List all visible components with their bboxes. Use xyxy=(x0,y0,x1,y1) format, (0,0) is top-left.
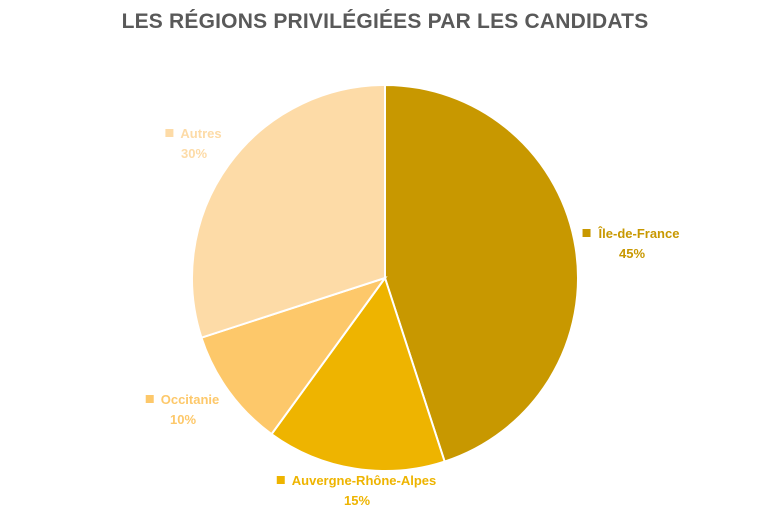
slice-name-label: Autres xyxy=(180,126,221,141)
legend-key-square xyxy=(582,229,591,237)
slice-value-label: 45% xyxy=(619,246,645,261)
pie-slice--le-de-france xyxy=(384,83,579,463)
slice-value-label: 30% xyxy=(181,146,207,161)
chart-title: LES RÉGIONS PRIVILÉGIÉES PAR LES CANDIDA… xyxy=(121,10,649,33)
slice-name-label: Auvergne-Rhône-Alpes xyxy=(292,473,436,488)
legend-key-square xyxy=(276,476,285,484)
slice-name-label: Occitanie xyxy=(161,392,220,407)
pie-slice-autres xyxy=(191,83,386,339)
pie-slice-occitanie xyxy=(200,276,388,436)
data-label-group: Île-de-France 45% xyxy=(582,226,680,261)
pie-slices xyxy=(191,83,579,472)
pie-slice-auvergne-rh-ne-alpes xyxy=(270,275,446,472)
data-label-group: Auvergne-Rhône-Alpes 15% xyxy=(276,473,436,508)
legend-key-square xyxy=(145,395,154,403)
pie-labels: Île-de-France 45% Auvergne-Rhône-Alpes 15% O… xyxy=(145,126,680,508)
slice-value-label: 10% xyxy=(170,412,196,427)
data-label-group: Autres 30% xyxy=(165,126,222,161)
legend-key-square xyxy=(165,129,174,137)
data-label-group: Occitanie 10% xyxy=(145,392,220,427)
slice-name-label: Île-de-France xyxy=(598,226,680,241)
slice-value-label: 15% xyxy=(344,493,370,508)
